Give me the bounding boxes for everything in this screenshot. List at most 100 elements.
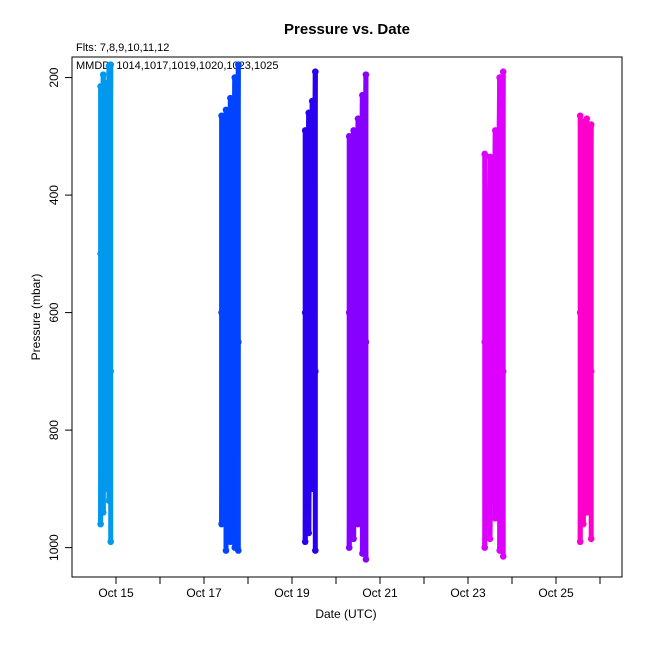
- series-4: [345, 71, 370, 563]
- data-point: [496, 426, 503, 434]
- data-point: [218, 309, 225, 316]
- series-5: [481, 68, 507, 560]
- data-point: [499, 553, 507, 560]
- data-point: [99, 309, 107, 316]
- data-point: [583, 115, 591, 122]
- data-point: [350, 127, 357, 134]
- data-point: [99, 71, 107, 78]
- data-point: [235, 338, 242, 346]
- x-tick-label: Oct 15: [98, 586, 134, 600]
- data-point: [107, 368, 115, 375]
- data-point: [235, 547, 242, 554]
- data-point: [102, 80, 110, 87]
- data-point: [222, 547, 230, 554]
- y-axis: 200 400 600 800 1000: [47, 67, 72, 561]
- data-point: [227, 538, 234, 546]
- data-point: [359, 456, 366, 463]
- data-point: [97, 83, 104, 90]
- data-point: [486, 153, 494, 161]
- data-point: [354, 250, 362, 258]
- data-point: [350, 535, 357, 543]
- data-point: [481, 544, 489, 551]
- data-point: [301, 309, 309, 316]
- data-point: [308, 485, 316, 493]
- data-point: [576, 309, 584, 316]
- y-axis-label: Pressure (mbar): [29, 274, 43, 361]
- data-point: [107, 538, 115, 546]
- x-axis: Oct 15 Oct 17 Oct 19 Oct 21 Oct 23 Oct 25: [98, 577, 601, 600]
- data-point: [491, 514, 499, 522]
- data-point: [481, 150, 489, 158]
- data-point: [362, 71, 370, 78]
- data-point: [486, 397, 494, 405]
- data-point: [305, 397, 313, 405]
- x-tick-label: Oct 25: [538, 586, 574, 600]
- y-tick-label: 800: [47, 420, 61, 440]
- x-tick-label: Oct 19: [274, 586, 310, 600]
- data-point: [576, 538, 584, 546]
- data-point: [354, 115, 362, 122]
- data-point: [486, 535, 494, 543]
- y-tick-label: 1000: [47, 534, 61, 561]
- y-tick-label: 600: [47, 302, 61, 322]
- data-point: [97, 520, 104, 528]
- data-point: [312, 368, 319, 375]
- data-point: [305, 529, 313, 537]
- data-point: [308, 250, 316, 258]
- data-point: [222, 106, 230, 114]
- data-point: [218, 112, 225, 120]
- data-point: [312, 547, 319, 554]
- data-point: [481, 338, 489, 346]
- series-3: [301, 68, 319, 554]
- data-point: [102, 485, 110, 493]
- data-point: [587, 121, 595, 128]
- x-tick-label: Oct 23: [450, 586, 486, 600]
- data-point: [308, 97, 316, 105]
- data-point: [227, 94, 234, 102]
- data-point: [359, 550, 366, 557]
- series-layer: [97, 61, 595, 563]
- y-tick-label: 200: [47, 67, 61, 87]
- data-point: [105, 262, 113, 269]
- data-point: [345, 133, 353, 140]
- data-point: [301, 127, 309, 134]
- series-6: [576, 112, 595, 546]
- data-point: [305, 109, 313, 117]
- series-2: [218, 61, 242, 554]
- data-point: [227, 279, 234, 287]
- data-point: [107, 61, 115, 68]
- data-point: [587, 368, 595, 375]
- chart-title: Pressure vs. Date: [284, 21, 410, 38]
- data-point: [97, 250, 104, 258]
- data-point: [345, 544, 353, 551]
- x-tick-label: Oct 21: [362, 586, 398, 600]
- data-point: [312, 68, 319, 75]
- data-point: [362, 556, 370, 563]
- data-point: [491, 127, 499, 134]
- series-1: [97, 61, 115, 546]
- data-point: [345, 309, 353, 316]
- data-point: [354, 520, 362, 528]
- x-axis-label: Date (UTC): [315, 607, 376, 621]
- data-point: [491, 279, 499, 287]
- data-point: [579, 397, 587, 405]
- data-point: [359, 91, 366, 99]
- y-tick-label: 400: [47, 185, 61, 205]
- data-point: [583, 250, 591, 258]
- flights-annotation: Flts: 7,8,9,10,11,12: [76, 42, 169, 54]
- data-point: [499, 368, 507, 375]
- data-point: [231, 74, 239, 81]
- data-point: [362, 338, 370, 346]
- data-point: [583, 509, 591, 516]
- data-point: [222, 368, 230, 375]
- data-point: [231, 426, 239, 434]
- x-tick-label: Oct 17: [186, 586, 222, 600]
- data-point: [576, 112, 584, 120]
- data-point: [496, 547, 503, 554]
- data-point: [218, 520, 225, 528]
- data-point: [105, 497, 113, 504]
- data-point: [235, 61, 242, 68]
- data-point: [102, 368, 110, 375]
